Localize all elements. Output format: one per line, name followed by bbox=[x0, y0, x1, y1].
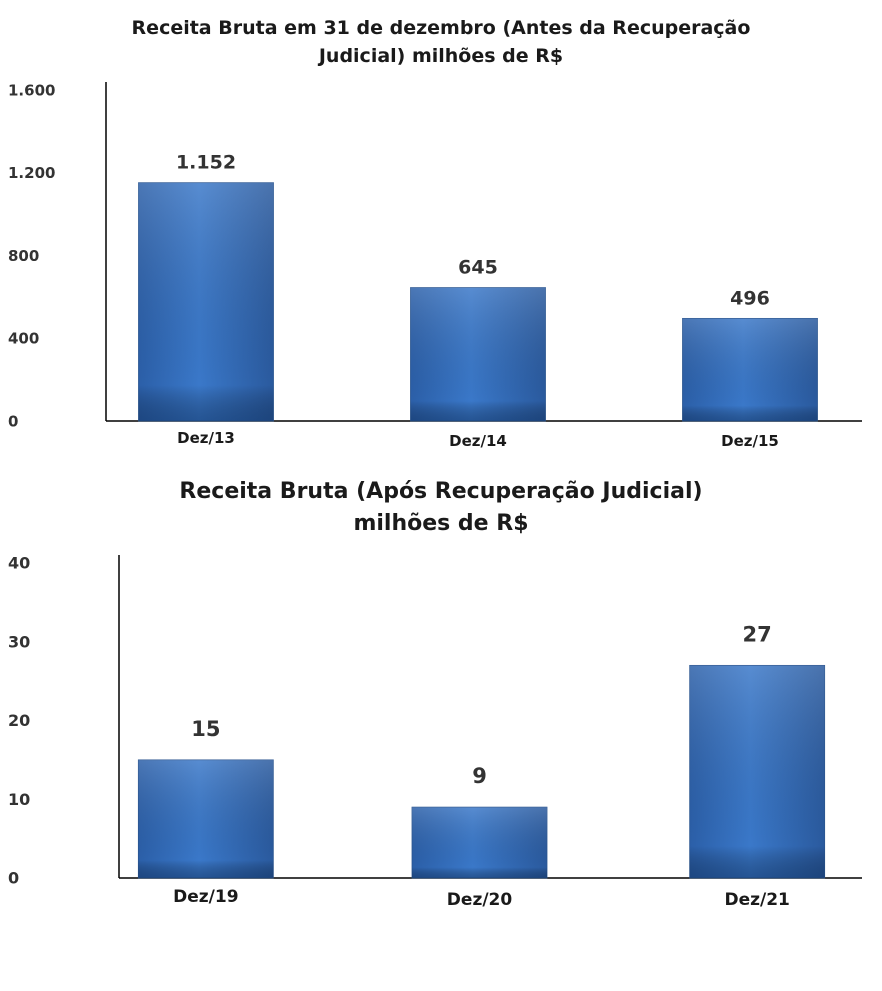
x-category-label: Dez/20 bbox=[447, 890, 513, 910]
chart-plot: 0 400 800 1.200 1.600 1.152 Dez/13 645 Dez/14 496… bbox=[8, 81, 862, 450]
chart-apos-recuperacao: Receita Bruta (Após Recuperação Judicial… bbox=[0, 462, 882, 991]
data-label: 645 bbox=[458, 257, 498, 279]
bar-shading bbox=[410, 287, 546, 421]
data-label: 1.152 bbox=[176, 152, 236, 174]
chart-plot: 0 10 20 30 40 15 Dez/19 9 Dez/20 27 Dez/21 bbox=[8, 554, 862, 910]
data-label: 27 bbox=[743, 622, 772, 646]
y-tick-label: 800 bbox=[8, 247, 39, 265]
y-tick-label: 400 bbox=[8, 330, 39, 348]
bar-shading bbox=[138, 182, 274, 421]
y-tick-label: 40 bbox=[8, 554, 30, 573]
bar-shading bbox=[412, 807, 547, 878]
x-category-label: Dez/21 bbox=[724, 890, 789, 910]
y-tick-label: 1.600 bbox=[8, 81, 55, 99]
data-label: 496 bbox=[730, 287, 770, 309]
x-category-label: Dez/15 bbox=[721, 432, 779, 450]
y-tick-label: 30 bbox=[8, 632, 30, 651]
chart-title-line1: Receita Bruta (Após Recuperação Judicial… bbox=[179, 479, 703, 504]
chart-title-line1: Receita Bruta em 31 de dezembro (Antes d… bbox=[131, 17, 751, 39]
y-tick-label: 10 bbox=[8, 790, 30, 809]
bar-shading bbox=[682, 318, 818, 421]
chart-title-line2: milhões de R$ bbox=[353, 511, 529, 536]
chart-antes-recuperacao: Receita Bruta em 31 de dezembro (Antes d… bbox=[0, 0, 882, 462]
y-tick-label: 0 bbox=[8, 869, 19, 888]
bar-shading bbox=[689, 665, 825, 878]
chart-title: Receita Bruta (Após Recuperação Judicial… bbox=[0, 476, 882, 540]
data-label: 9 bbox=[472, 764, 487, 788]
y-tick-label: 1.200 bbox=[8, 164, 55, 182]
y-tick-label: 0 bbox=[8, 412, 18, 430]
bar-shading bbox=[138, 759, 274, 878]
x-category-label: Dez/13 bbox=[177, 429, 235, 447]
data-label: 15 bbox=[191, 717, 220, 741]
chart-title-line2: Judicial) milhões de R$ bbox=[318, 45, 564, 67]
x-category-label: Dez/19 bbox=[173, 887, 238, 907]
x-category-label: Dez/14 bbox=[449, 432, 507, 450]
chart-title: Receita Bruta em 31 de dezembro (Antes d… bbox=[0, 14, 882, 70]
y-tick-label: 20 bbox=[8, 711, 30, 730]
